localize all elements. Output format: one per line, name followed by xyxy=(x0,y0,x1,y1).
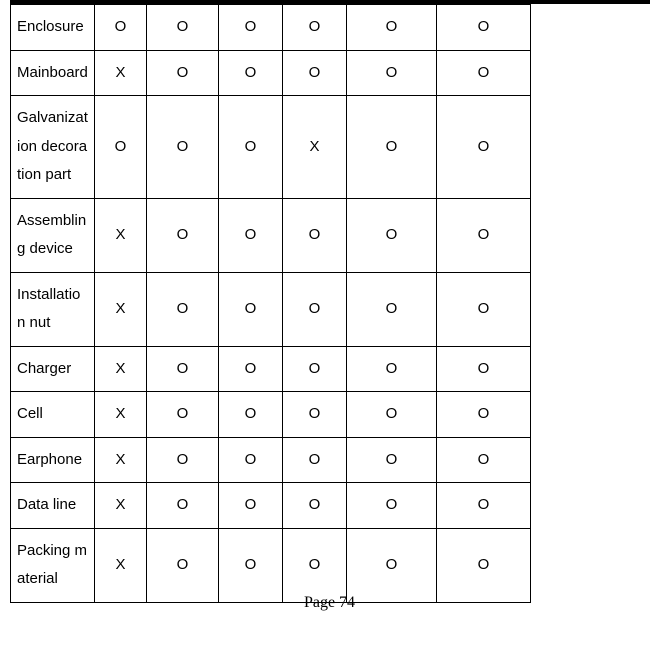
row-label: Installation nut xyxy=(11,272,95,346)
cell: O xyxy=(147,528,219,602)
cell: O xyxy=(219,528,283,602)
cell: X xyxy=(95,437,147,483)
row-label-text: Data line xyxy=(17,491,88,520)
row-label: Mainboard xyxy=(11,50,95,96)
cell: O xyxy=(219,272,283,346)
row-label: Galvanization decoration part xyxy=(11,96,95,199)
cell: O xyxy=(437,392,531,438)
cell: O xyxy=(347,272,437,346)
row-label: Data line xyxy=(11,483,95,529)
cell: O xyxy=(147,5,219,51)
page-number: Page 74 xyxy=(0,594,659,612)
cell: O xyxy=(283,272,347,346)
row-label-text: Mainboard xyxy=(17,59,88,88)
cell: O xyxy=(347,198,437,272)
cell: O xyxy=(437,437,531,483)
table-row: Installation nutXOOOOO xyxy=(11,272,531,346)
cell: X xyxy=(95,528,147,602)
cell: O xyxy=(437,96,531,199)
table-row: EarphoneXOOOOO xyxy=(11,437,531,483)
row-label: Enclosure xyxy=(11,5,95,51)
table-row: CellXOOOOO xyxy=(11,392,531,438)
cell: O xyxy=(347,483,437,529)
cell: O xyxy=(283,483,347,529)
row-label: Charger xyxy=(11,346,95,392)
cell: O xyxy=(95,96,147,199)
cell: O xyxy=(147,346,219,392)
cell: X xyxy=(95,272,147,346)
cell: O xyxy=(147,392,219,438)
table-row: Assembling deviceXOOOOO xyxy=(11,198,531,272)
cell: O xyxy=(147,437,219,483)
row-label-text: Packing material xyxy=(17,537,88,594)
cell: O xyxy=(347,5,437,51)
cell: O xyxy=(283,392,347,438)
table-row: Packing materialXOOOOO xyxy=(11,528,531,602)
cell: O xyxy=(219,96,283,199)
table-row: Data lineXOOOOO xyxy=(11,483,531,529)
cell: O xyxy=(219,392,283,438)
substance-table: EnclosureOOOOOOMainboardXOOOOOGalvanizat… xyxy=(10,4,531,603)
cell: O xyxy=(219,5,283,51)
table-row: MainboardXOOOOO xyxy=(11,50,531,96)
row-label: Assembling device xyxy=(11,198,95,272)
cell: X xyxy=(95,392,147,438)
cell: O xyxy=(147,483,219,529)
cell: O xyxy=(437,346,531,392)
cell: O xyxy=(219,437,283,483)
cell: O xyxy=(347,392,437,438)
cell: O xyxy=(437,5,531,51)
row-label-text: Galvanization decoration part xyxy=(17,104,88,190)
cell: X xyxy=(283,96,347,199)
cell: O xyxy=(437,483,531,529)
cell: O xyxy=(283,198,347,272)
cell: O xyxy=(147,50,219,96)
table-body: EnclosureOOOOOOMainboardXOOOOOGalvanizat… xyxy=(11,5,531,603)
cell: O xyxy=(219,198,283,272)
table-row: Galvanization decoration partOOOXOO xyxy=(11,96,531,199)
row-label-text: Installation nut xyxy=(17,281,88,338)
cell: O xyxy=(283,5,347,51)
cell: X xyxy=(95,346,147,392)
row-label: Packing material xyxy=(11,528,95,602)
cell: O xyxy=(437,272,531,346)
cell: O xyxy=(437,50,531,96)
cell: O xyxy=(147,198,219,272)
cell: O xyxy=(283,437,347,483)
cell: O xyxy=(283,50,347,96)
row-label-text: Assembling device xyxy=(17,207,88,264)
cell: X xyxy=(95,50,147,96)
cell: O xyxy=(347,528,437,602)
row-label-text: Earphone xyxy=(17,446,88,475)
cell: O xyxy=(347,437,437,483)
row-label-text: Charger xyxy=(17,355,88,384)
row-label-text: Enclosure xyxy=(17,13,88,42)
row-label: Earphone xyxy=(11,437,95,483)
cell: X xyxy=(95,198,147,272)
cell: O xyxy=(283,528,347,602)
row-label-text: Cell xyxy=(17,400,88,429)
cell: O xyxy=(283,346,347,392)
cell: O xyxy=(219,483,283,529)
table-row: EnclosureOOOOOO xyxy=(11,5,531,51)
cell: O xyxy=(437,528,531,602)
row-label: Cell xyxy=(11,392,95,438)
cell: O xyxy=(437,198,531,272)
cell: O xyxy=(147,272,219,346)
cell: O xyxy=(95,5,147,51)
cell: X xyxy=(95,483,147,529)
cell: O xyxy=(347,96,437,199)
table-row: ChargerXOOOOO xyxy=(11,346,531,392)
cell: O xyxy=(147,96,219,199)
cell: O xyxy=(219,50,283,96)
cell: O xyxy=(347,50,437,96)
cell: O xyxy=(347,346,437,392)
cell: O xyxy=(219,346,283,392)
